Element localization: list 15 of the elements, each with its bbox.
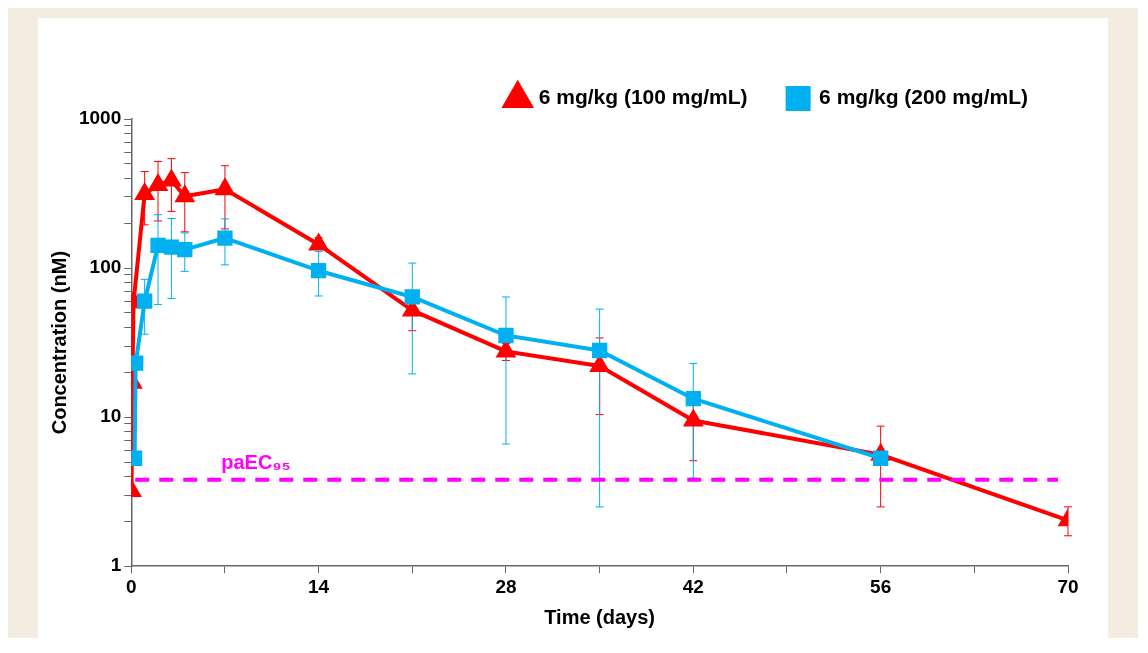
y-tick-label: 10	[100, 405, 122, 427]
x-axis-title: Time (days)	[544, 605, 656, 628]
x-tick-label: 28	[495, 575, 517, 597]
y-tick-label: 100	[89, 256, 122, 278]
y-axis-title: Concentration (nM)	[47, 250, 70, 435]
ref-line-label: paEC₉₅	[221, 451, 291, 474]
legend-label: 6 mg/kg (100 mg/mL)	[538, 85, 748, 109]
y-tick-label: 1	[110, 554, 122, 576]
x-tick-label: 56	[870, 575, 892, 597]
legend-label: 6 mg/kg (200 mg/mL)	[819, 85, 1029, 109]
x-tick-label: 0	[125, 575, 137, 597]
x-tick-label: 42	[682, 575, 704, 597]
x-tick-label: 14	[308, 575, 330, 597]
y-tick-label: 1000	[78, 107, 122, 129]
x-tick-label: 70	[1057, 575, 1079, 597]
